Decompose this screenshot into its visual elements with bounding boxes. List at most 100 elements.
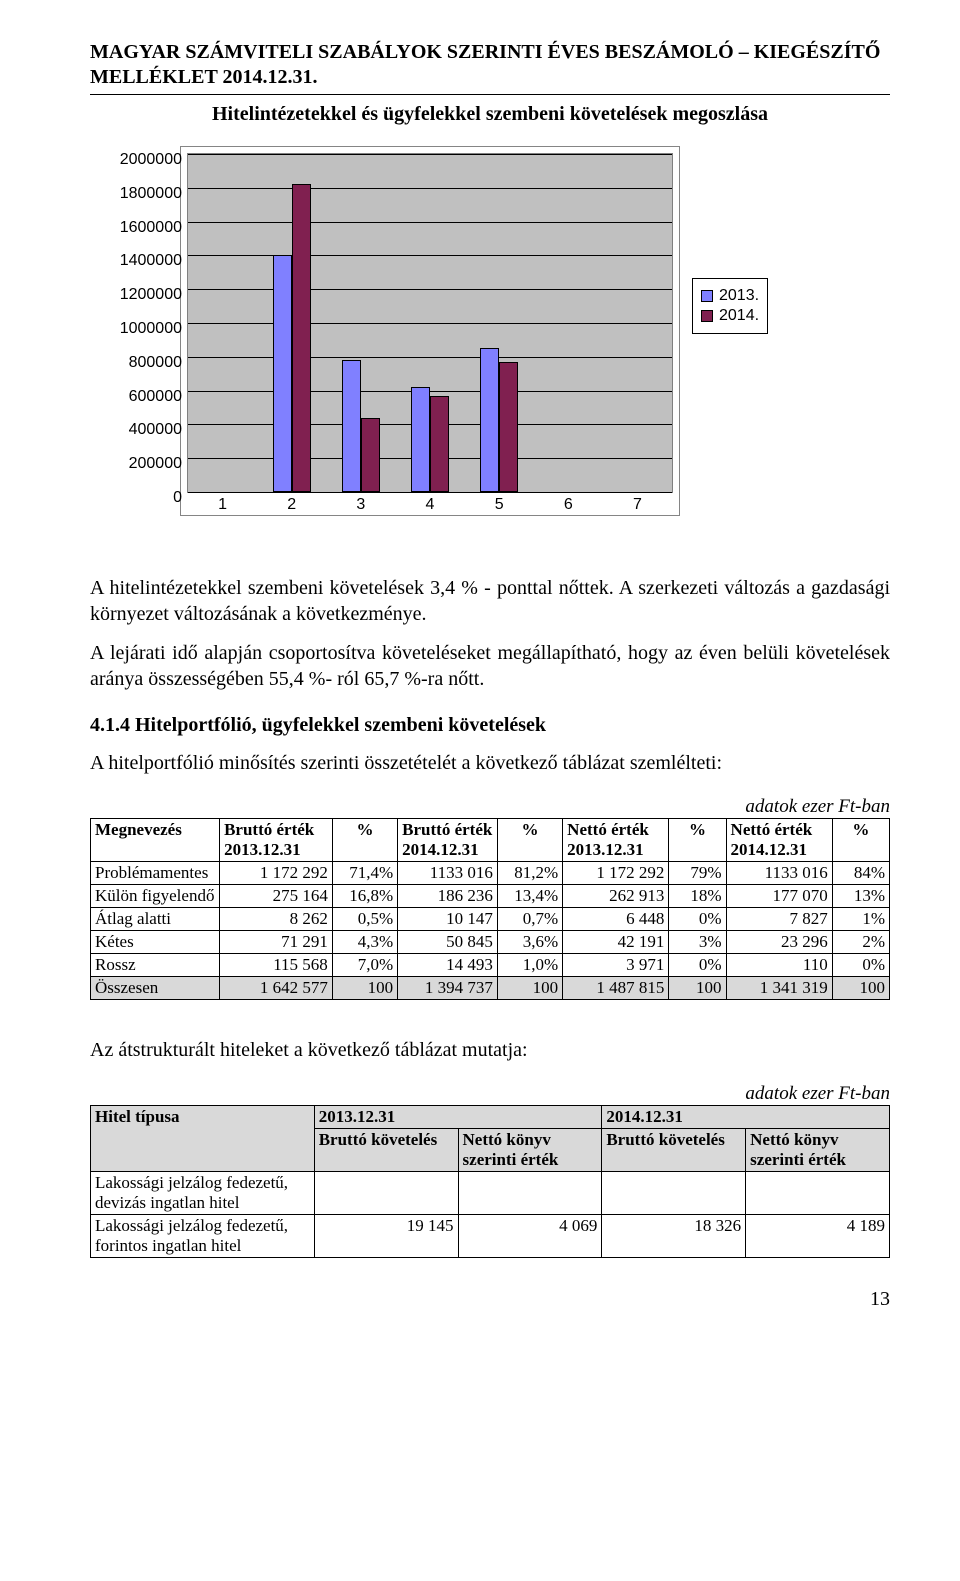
page: MAGYAR SZÁMVITELI SZABÁLYOK SZERINTI ÉVE…	[0, 0, 960, 1341]
table-cell: 71,4%	[332, 861, 397, 884]
table-cell: 3 971	[563, 953, 669, 976]
th-pct-4: %	[832, 818, 889, 861]
table-cell: 50 845	[398, 930, 498, 953]
table-cell: Lakossági jelzálog fedezetű, forintos in…	[91, 1214, 315, 1257]
table-cell: 23 296	[726, 930, 832, 953]
chart-x-tick-label: 3	[356, 496, 365, 514]
th-pct-1: %	[332, 818, 397, 861]
chart-bar	[499, 362, 518, 492]
paragraph-1: A hitelintézetekkel szembeni követelések…	[90, 576, 890, 627]
chart-title: Hitelintézetekkel és ügyfelekkel szemben…	[90, 103, 890, 126]
th-brutto-2013: Bruttó érték 2013.12.31	[220, 818, 333, 861]
table-cell: 71 291	[220, 930, 333, 953]
table-cell: 186 236	[398, 884, 498, 907]
table-cell: 275 164	[220, 884, 333, 907]
paragraph-2: A lejárati idő alapján csoportosítva köv…	[90, 641, 890, 692]
table-cell: 1,0%	[497, 953, 562, 976]
table-cell: 6 448	[563, 907, 669, 930]
chart-gridline	[188, 255, 672, 256]
chart-gridline	[188, 357, 672, 358]
th-netto-konyv-2013: Nettó könyv szerinti érték	[458, 1128, 602, 1171]
chart-y-tick-label: 1400000	[100, 252, 182, 270]
table-row: Lakossági jelzálog fedezetű, devizás ing…	[91, 1171, 890, 1214]
restructured-intro: Az átstrukturált hiteleket a következő t…	[90, 1038, 890, 1064]
restructured-header-top: Hitel típusa 2013.12.31 2014.12.31	[91, 1105, 890, 1128]
table-cell: 79%	[669, 861, 726, 884]
table-cell: 1133 016	[398, 861, 498, 884]
chart-y-tick-label: 800000	[100, 354, 182, 372]
table-row: Átlag alatti8 2620,5%10 1470,7%6 4480%7 …	[91, 907, 890, 930]
chart-x-tick-label: 5	[495, 496, 504, 514]
chart-gridline	[188, 289, 672, 290]
legend-swatch-2014	[701, 310, 713, 322]
restructured-table: Hitel típusa 2013.12.31 2014.12.31 Brutt…	[90, 1105, 890, 1258]
table-cell: 262 913	[563, 884, 669, 907]
table-summary-row: Összesen1 642 5771001 394 7371001 487 81…	[91, 976, 890, 999]
th-pct-3: %	[669, 818, 726, 861]
table-cell: 84%	[832, 861, 889, 884]
chart-y-tick-label: 1000000	[100, 320, 182, 338]
table-cell: 13%	[832, 884, 889, 907]
table-cell: Lakossági jelzálog fedezetű, devizás ing…	[91, 1171, 315, 1214]
chart-bar	[292, 184, 311, 492]
section-heading-414: 4.1.4 Hitelportfólió, ügyfelekkel szembe…	[90, 714, 890, 737]
th-brutto-kov-2013: Bruttó követelés	[314, 1128, 458, 1171]
th-netto-konyv-2014: Nettó könyv szerinti érték	[746, 1128, 890, 1171]
th-hitel-tipusa: Hitel típusa	[91, 1105, 315, 1171]
bar-chart: 0200000400000600000800000100000012000001…	[90, 136, 810, 556]
table-cell: 4,3%	[332, 930, 397, 953]
chart-gridline	[188, 154, 672, 155]
table-cell: 18%	[669, 884, 726, 907]
table-cell: Rossz	[91, 953, 220, 976]
table-cell: 7,0%	[332, 953, 397, 976]
table-cell: 177 070	[726, 884, 832, 907]
chart-bar	[273, 255, 292, 492]
chart-x-tick-label: 6	[564, 496, 573, 514]
table-cell: 7 827	[726, 907, 832, 930]
table-cell: 115 568	[220, 953, 333, 976]
chart-y-tick-label: 1800000	[100, 185, 182, 203]
th-2013: 2013.12.31	[314, 1105, 602, 1128]
table-cell: 13,4%	[497, 884, 562, 907]
chart-y-tick-label: 400000	[100, 421, 182, 439]
table-cell: Problémamentes	[91, 861, 220, 884]
table-cell: Kétes	[91, 930, 220, 953]
chart-y-tick-label: 1200000	[100, 286, 182, 304]
th-netto-2014: Nettó érték 2014.12.31	[726, 818, 832, 861]
table-cell: 100	[832, 976, 889, 999]
table-cell	[602, 1171, 746, 1214]
table-cell	[746, 1171, 890, 1214]
table-cell: Átlag alatti	[91, 907, 220, 930]
table-row: Kétes71 2914,3%50 8453,6%42 1913%23 2962…	[91, 930, 890, 953]
chart-y-tick-label: 600000	[100, 388, 182, 406]
chart-plot-area: 0200000400000600000800000100000012000001…	[187, 153, 673, 493]
table-cell: 0,7%	[497, 907, 562, 930]
th-pct-2: %	[497, 818, 562, 861]
chart-gridline	[188, 323, 672, 324]
table-cell: 1 642 577	[220, 976, 333, 999]
table-cell: 0%	[832, 953, 889, 976]
page-header-title: MAGYAR SZÁMVITELI SZABÁLYOK SZERINTI ÉVE…	[90, 40, 890, 90]
chart-y-tick-label: 2000000	[100, 151, 182, 169]
page-number: 13	[90, 1288, 890, 1311]
legend-swatch-2013	[701, 290, 713, 302]
table-cell: 14 493	[398, 953, 498, 976]
table-cell: 1 394 737	[398, 976, 498, 999]
table-cell: 1133 016	[726, 861, 832, 884]
chart-y-tick-label: 1600000	[100, 219, 182, 237]
th-brutto-kov-2014: Bruttó követelés	[602, 1128, 746, 1171]
table-cell: 110	[726, 953, 832, 976]
table-cell: 3%	[669, 930, 726, 953]
table-cell	[458, 1171, 602, 1214]
legend-item-2013: 2013.	[701, 287, 759, 305]
table-cell: 0,5%	[332, 907, 397, 930]
table-cell: 1 172 292	[220, 861, 333, 884]
table-cell: 100	[669, 976, 726, 999]
legend-label-2014: 2014.	[719, 307, 759, 325]
table-cell: 19 145	[314, 1214, 458, 1257]
th-netto-2013: Nettó érték 2013.12.31	[563, 818, 669, 861]
table-cell: 81,2%	[497, 861, 562, 884]
table-cell: 100	[332, 976, 397, 999]
chart-outer-frame: 0200000400000600000800000100000012000001…	[180, 146, 680, 516]
table-cell	[314, 1171, 458, 1214]
